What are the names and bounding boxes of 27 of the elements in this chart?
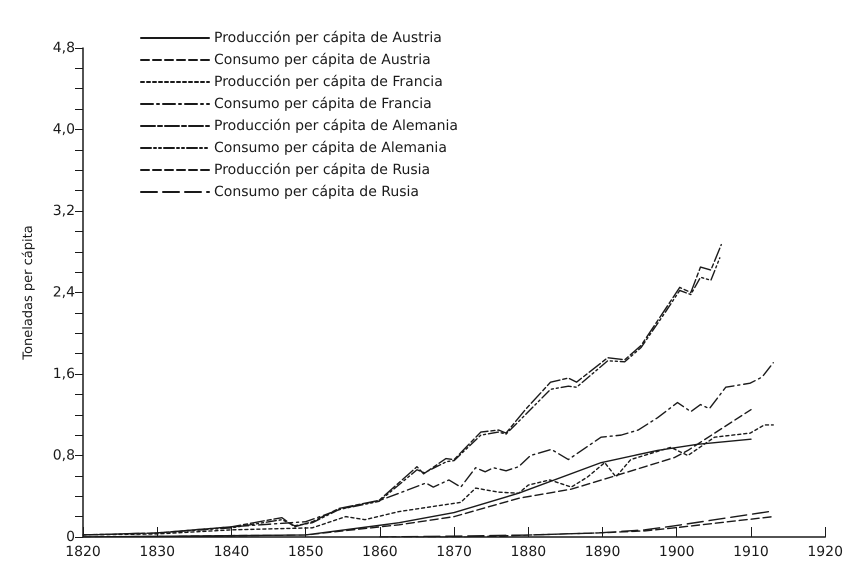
legend-label: Producción per cápita de Alemania [214,118,458,134]
x-tick-label: 1870 [436,544,472,560]
x-tick-label: 1830 [139,544,176,560]
y-tick-label: 0 [66,529,75,545]
legend-label: Consumo per cápita de Austria [214,52,431,68]
x-tick-label: 1860 [362,544,398,560]
y-tick-label: 4,8 [52,40,75,56]
legend-label: Consumo per cápita de Francia [214,96,432,112]
x-tick-label: 1920 [807,544,844,560]
x-tick-label: 1900 [658,544,695,560]
legend-label: Consumo per cápita de Alemania [214,140,447,156]
y-tick-label: 0,8 [52,448,75,464]
y-tick-label: 3,2 [52,203,75,219]
y-axis-title: Toneladas per cápita [21,225,36,361]
y-tick-label: 1,6 [52,366,76,382]
y-tick-label: 4,0 [52,122,75,138]
x-tick-label: 1880 [510,544,546,560]
legend-label: Producción per cápita de Rusia [214,162,430,178]
legend-label: Consumo per cápita de Rusia [214,184,419,200]
x-tick-label: 1840 [214,544,250,560]
x-tick-label: 1910 [733,544,769,560]
x-tick-label: 1820 [65,544,101,560]
x-tick-label: 1890 [584,544,620,560]
legend-label: Producción per cápita de Francia [214,74,443,90]
y-tick-label: 2,4 [52,284,76,300]
legend-label: Producción per cápita de Austria [214,30,442,46]
x-tick-label: 1850 [288,544,324,560]
